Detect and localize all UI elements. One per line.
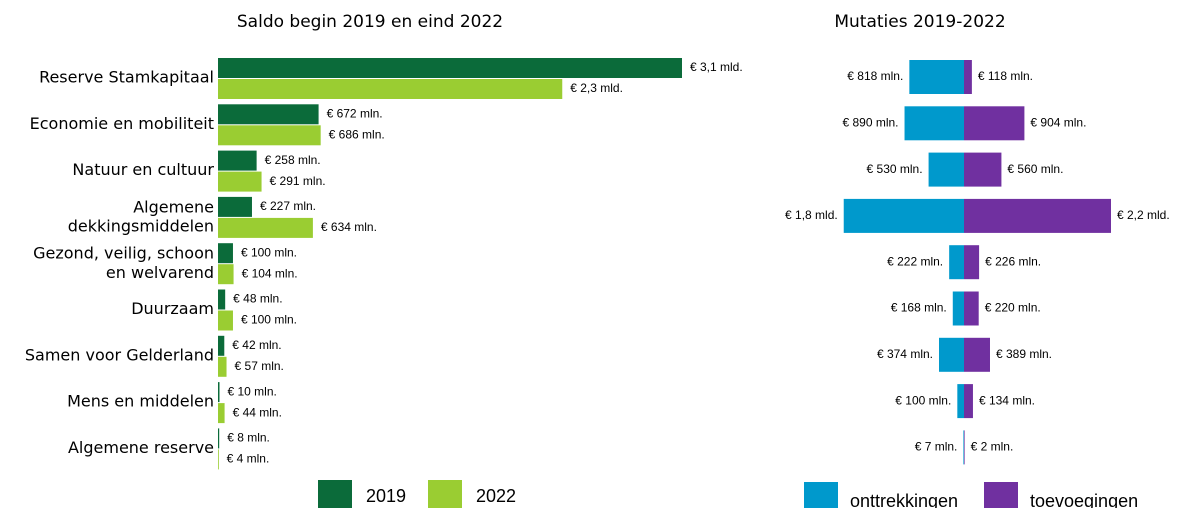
legend-label: onttrekkingen	[850, 491, 958, 508]
category-label: Reserve Stamkapitaal	[39, 68, 214, 87]
bar	[939, 337, 964, 372]
legend-label: toevoegingen	[1030, 491, 1138, 508]
value-label: € 2 mln.	[971, 440, 1014, 454]
value-label: € 560 mln.	[1007, 162, 1063, 176]
bar	[218, 403, 225, 424]
value-label: € 1,8 mld.	[785, 208, 838, 222]
category-label: Samen voor Gelderland	[25, 345, 214, 364]
bar	[218, 449, 219, 470]
bar	[218, 289, 226, 310]
bar	[218, 356, 227, 377]
bar	[218, 335, 225, 356]
value-label: € 104 mln.	[242, 266, 298, 280]
value-label: € 226 mln.	[985, 254, 1041, 268]
bar	[218, 125, 321, 146]
value-label: € 7 mln.	[915, 440, 958, 454]
value-label: € 57 mln.	[235, 359, 284, 373]
category-label: Mens en middelen	[67, 392, 214, 411]
value-label: € 222 mln.	[887, 254, 943, 268]
value-label: € 634 mln.	[321, 220, 377, 234]
value-label: € 530 mln.	[867, 162, 923, 176]
bar	[964, 430, 965, 465]
bar	[952, 291, 964, 326]
bar	[964, 198, 1111, 233]
bar	[928, 152, 964, 187]
bar	[964, 384, 973, 419]
value-label: € 8 mln.	[227, 431, 270, 445]
value-label: € 686 mln.	[329, 127, 385, 141]
value-label: € 258 mln.	[265, 153, 321, 167]
bar	[218, 58, 682, 78]
bar	[963, 430, 964, 465]
bar	[218, 264, 234, 285]
value-label: € 4 mln.	[227, 452, 270, 466]
value-label: € 168 mln.	[891, 301, 947, 315]
value-label: € 389 mln.	[996, 347, 1052, 361]
legend-label: 2019	[366, 486, 406, 506]
value-label: € 100 mln.	[895, 393, 951, 407]
value-label: € 134 mln.	[979, 393, 1035, 407]
bar	[218, 196, 252, 217]
category-label: Natuur en cultuur	[72, 160, 214, 179]
category-label: Algemene reserve	[68, 438, 214, 457]
value-label: € 44 mln.	[233, 405, 282, 419]
bar	[218, 428, 220, 449]
value-label: € 227 mln.	[260, 199, 316, 213]
bar	[964, 106, 1025, 141]
legend-swatch	[318, 480, 352, 508]
bar	[218, 79, 563, 99]
bar	[218, 382, 220, 403]
value-label: € 2,3 mld.	[570, 81, 623, 95]
value-label: € 48 mln.	[233, 292, 282, 306]
bar	[218, 310, 233, 331]
value-label: € 10 mln.	[227, 384, 276, 398]
bar	[957, 384, 964, 419]
legend-swatch	[804, 482, 838, 508]
bar	[964, 152, 1002, 187]
value-label: € 42 mln.	[232, 338, 281, 352]
category-label: Algemene dekkingsmiddelen	[68, 197, 214, 235]
value-label: € 672 mln.	[327, 106, 383, 120]
chart-title: Mutaties 2019-2022	[834, 12, 1005, 32]
bar	[964, 60, 972, 94]
value-label: € 374 mln.	[877, 347, 933, 361]
category-label: Gezond, veilig, schoon en welvarend	[33, 243, 214, 281]
value-label: € 2,2 mld.	[1117, 208, 1170, 222]
bar	[909, 60, 964, 94]
value-label: € 3,1 mld.	[690, 60, 743, 74]
value-label: € 904 mln.	[1030, 115, 1086, 129]
value-label: € 291 mln.	[270, 174, 326, 188]
bar	[904, 106, 964, 141]
legend-label: 2022	[476, 486, 516, 506]
bar	[218, 150, 257, 171]
bar	[949, 245, 964, 280]
value-label: € 220 mln.	[985, 301, 1041, 315]
bar	[218, 104, 319, 125]
legend-swatch	[428, 480, 462, 508]
bar	[218, 217, 313, 238]
value-label: € 890 mln.	[842, 115, 898, 129]
value-label: € 100 mln.	[241, 313, 297, 327]
bar	[843, 198, 964, 233]
chart-title: Saldo begin 2019 en eind 2022	[237, 12, 503, 32]
category-label: Economie en mobiliteit	[30, 114, 214, 133]
bar	[964, 245, 980, 280]
category-label: Duurzaam	[131, 299, 214, 318]
bar	[964, 337, 990, 372]
value-label: € 100 mln.	[241, 245, 297, 259]
value-label: € 818 mln.	[847, 69, 903, 83]
value-label: € 118 mln.	[978, 69, 1033, 83]
bar	[218, 243, 233, 264]
bar	[964, 291, 979, 326]
bar	[218, 171, 262, 192]
legend-swatch	[984, 482, 1018, 508]
